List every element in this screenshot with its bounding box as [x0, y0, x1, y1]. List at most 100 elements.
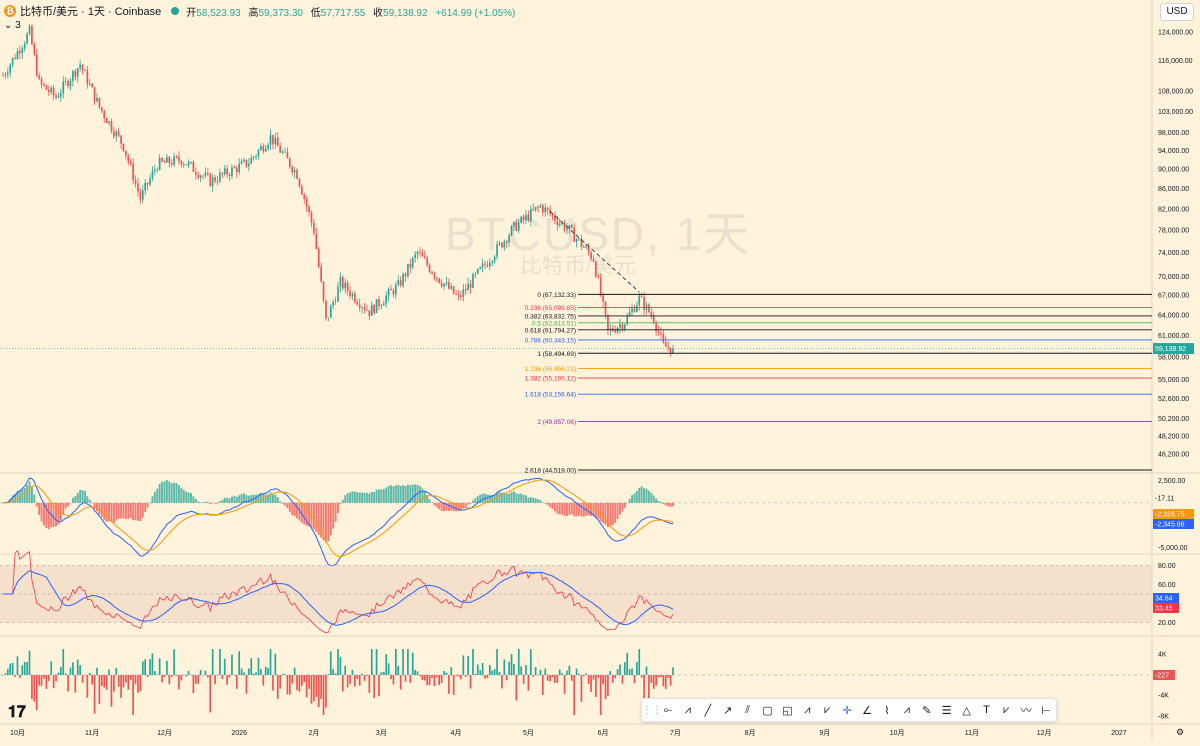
elliott-abc-icon[interactable]: ⩗ — [824, 703, 831, 716]
candle-body — [573, 227, 576, 242]
horizontal-ray-icon[interactable]: ⟜ — [663, 703, 673, 716]
macd-signal-line — [3, 479, 674, 558]
volume-delta-bar — [233, 675, 236, 676]
currency-button[interactable]: USD — [1160, 3, 1194, 21]
volume-delta-bar — [650, 675, 653, 683]
macd-hist-bar — [515, 493, 518, 503]
volume-delta-bar — [399, 675, 402, 690]
abcd-pattern-icon[interactable]: ⩘ — [684, 703, 691, 716]
arrow-icon[interactable]: ↗ — [723, 704, 733, 717]
indicator-count[interactable]: ⌄ 3 — [4, 20, 21, 31]
macd-hist-bar — [590, 502, 593, 517]
volume-delta-bar — [387, 663, 390, 675]
volume-delta-bar — [503, 659, 506, 675]
volume-delta-bar — [158, 658, 161, 675]
triangle-pattern-icon[interactable]: △ — [962, 704, 971, 717]
symbol-legend[interactable]: ₿ 比特币/美元 · 1天 · Coinbase 开58,523.93 高59,… — [4, 3, 520, 19]
candle-body — [320, 266, 322, 282]
elliott-wave-icon[interactable]: 〰 — [1020, 705, 1032, 717]
macd-hist-bar — [520, 493, 523, 503]
price-tick-label: 94,000.00 — [1158, 148, 1189, 155]
macd-hist-bar — [365, 492, 368, 503]
brush-icon[interactable]: ✎ — [922, 704, 932, 717]
macd-hist-bar — [602, 502, 605, 523]
candle-body — [366, 309, 368, 311]
tradingview-logo-icon[interactable]: 𝟏𝟕 — [8, 704, 26, 721]
rsi-ma-line — [3, 570, 674, 626]
cypher-pattern-icon[interactable]: ⩗ — [1003, 703, 1010, 716]
volume-delta-bar — [260, 668, 262, 675]
macd-hist-bar — [153, 491, 156, 503]
candles-layer — [2, 23, 674, 357]
macd-hist-bar — [481, 493, 484, 503]
macd-hist-bar — [100, 502, 103, 518]
macd-hist-bar — [151, 496, 154, 503]
volume-delta-bar — [638, 649, 641, 675]
candle-body — [657, 330, 660, 333]
volume-delta-bar — [4, 673, 7, 675]
candle-body — [144, 182, 147, 191]
candle-body — [481, 263, 484, 268]
volume-delta-bar — [308, 675, 310, 689]
macd-hist-bar — [243, 493, 245, 503]
macd-hist-bar — [21, 489, 24, 503]
price-tick-label: 55,000.00 — [1158, 377, 1189, 384]
anchored-box-icon[interactable]: ◱ — [782, 704, 793, 717]
candle-body — [207, 172, 209, 174]
candle-body — [375, 299, 378, 313]
macd-hist-bar — [568, 502, 571, 515]
volume-delta-bar — [250, 658, 253, 675]
macd-hist-bar — [447, 502, 450, 512]
crosshair-icon[interactable]: ✛ — [842, 704, 852, 717]
price-tick-label: 46,200.00 — [1158, 452, 1189, 459]
volume-delta-bar — [79, 665, 81, 675]
head-shoulders-icon[interactable]: ⌇ — [884, 704, 890, 717]
fib-level-label: 0.786 (60,343.15) — [525, 337, 576, 344]
macd-hist-bar — [88, 499, 91, 503]
trend-angle-icon[interactable]: ∠ — [862, 704, 872, 717]
macd-hist-bar — [108, 502, 111, 522]
macd-hist-bar — [161, 481, 164, 503]
candle-body — [496, 244, 498, 257]
volume-delta-bar — [667, 675, 670, 678]
text-icon[interactable]: T — [983, 704, 990, 716]
volume-delta-bar — [402, 649, 404, 675]
fib-retracement-icon[interactable]: ☰ — [941, 704, 952, 717]
candle-body — [291, 166, 294, 173]
volume-delta-bar — [52, 675, 55, 689]
candle-body — [648, 304, 650, 313]
candle-body — [84, 69, 86, 71]
rectangle-icon[interactable]: ▢ — [762, 704, 773, 717]
parallel-channel-icon[interactable]: ⫽ — [745, 703, 751, 716]
candle-body — [633, 308, 636, 312]
date-range-icon[interactable]: ⊢ — [1041, 704, 1051, 717]
volume-delta-bar — [320, 675, 322, 700]
symbol-watermark: BTCUSD, 1天 — [445, 208, 752, 260]
candle-body — [276, 137, 279, 147]
volume-delta-bar — [472, 649, 474, 675]
macd-hist-bar — [597, 502, 600, 519]
macd-hist-bar — [406, 484, 409, 503]
volume-delta-bar — [192, 675, 195, 693]
trend-line-icon[interactable]: ╱ — [704, 704, 712, 717]
xabcd-pattern-icon[interactable]: ⩘ — [903, 703, 910, 716]
volume-delta-bar — [173, 649, 175, 675]
drawing-toolbar[interactable]: ⋮⋮ ⟜ ⩘ ╱ ↗ ⫽ ▢ ◱ ⩘ ⩗ ✛ ∠ ⌇ ⩘ ✎ ☰ △ T ⩗ 〰… — [641, 698, 1057, 722]
volume-delta-bar — [146, 675, 149, 678]
candle-body — [303, 194, 306, 200]
toolbar-grip-icon[interactable]: ⋮⋮ — [642, 704, 662, 716]
volume-delta-bar — [84, 675, 86, 676]
candle-body — [103, 111, 106, 119]
elliott-impulse-icon[interactable]: ⩘ — [804, 703, 811, 716]
volume-delta-bar — [358, 675, 361, 686]
volume-delta-bar — [175, 675, 178, 676]
candle-body — [609, 328, 612, 330]
candle-body — [79, 64, 81, 69]
candle-body — [4, 74, 7, 76]
symbol-title[interactable]: 比特币/美元 · 1天 · Coinbase — [20, 6, 162, 18]
volume-delta-bar — [573, 675, 576, 715]
macd-hist-bar — [40, 502, 43, 522]
time-tick-label: 2月 — [308, 729, 319, 737]
